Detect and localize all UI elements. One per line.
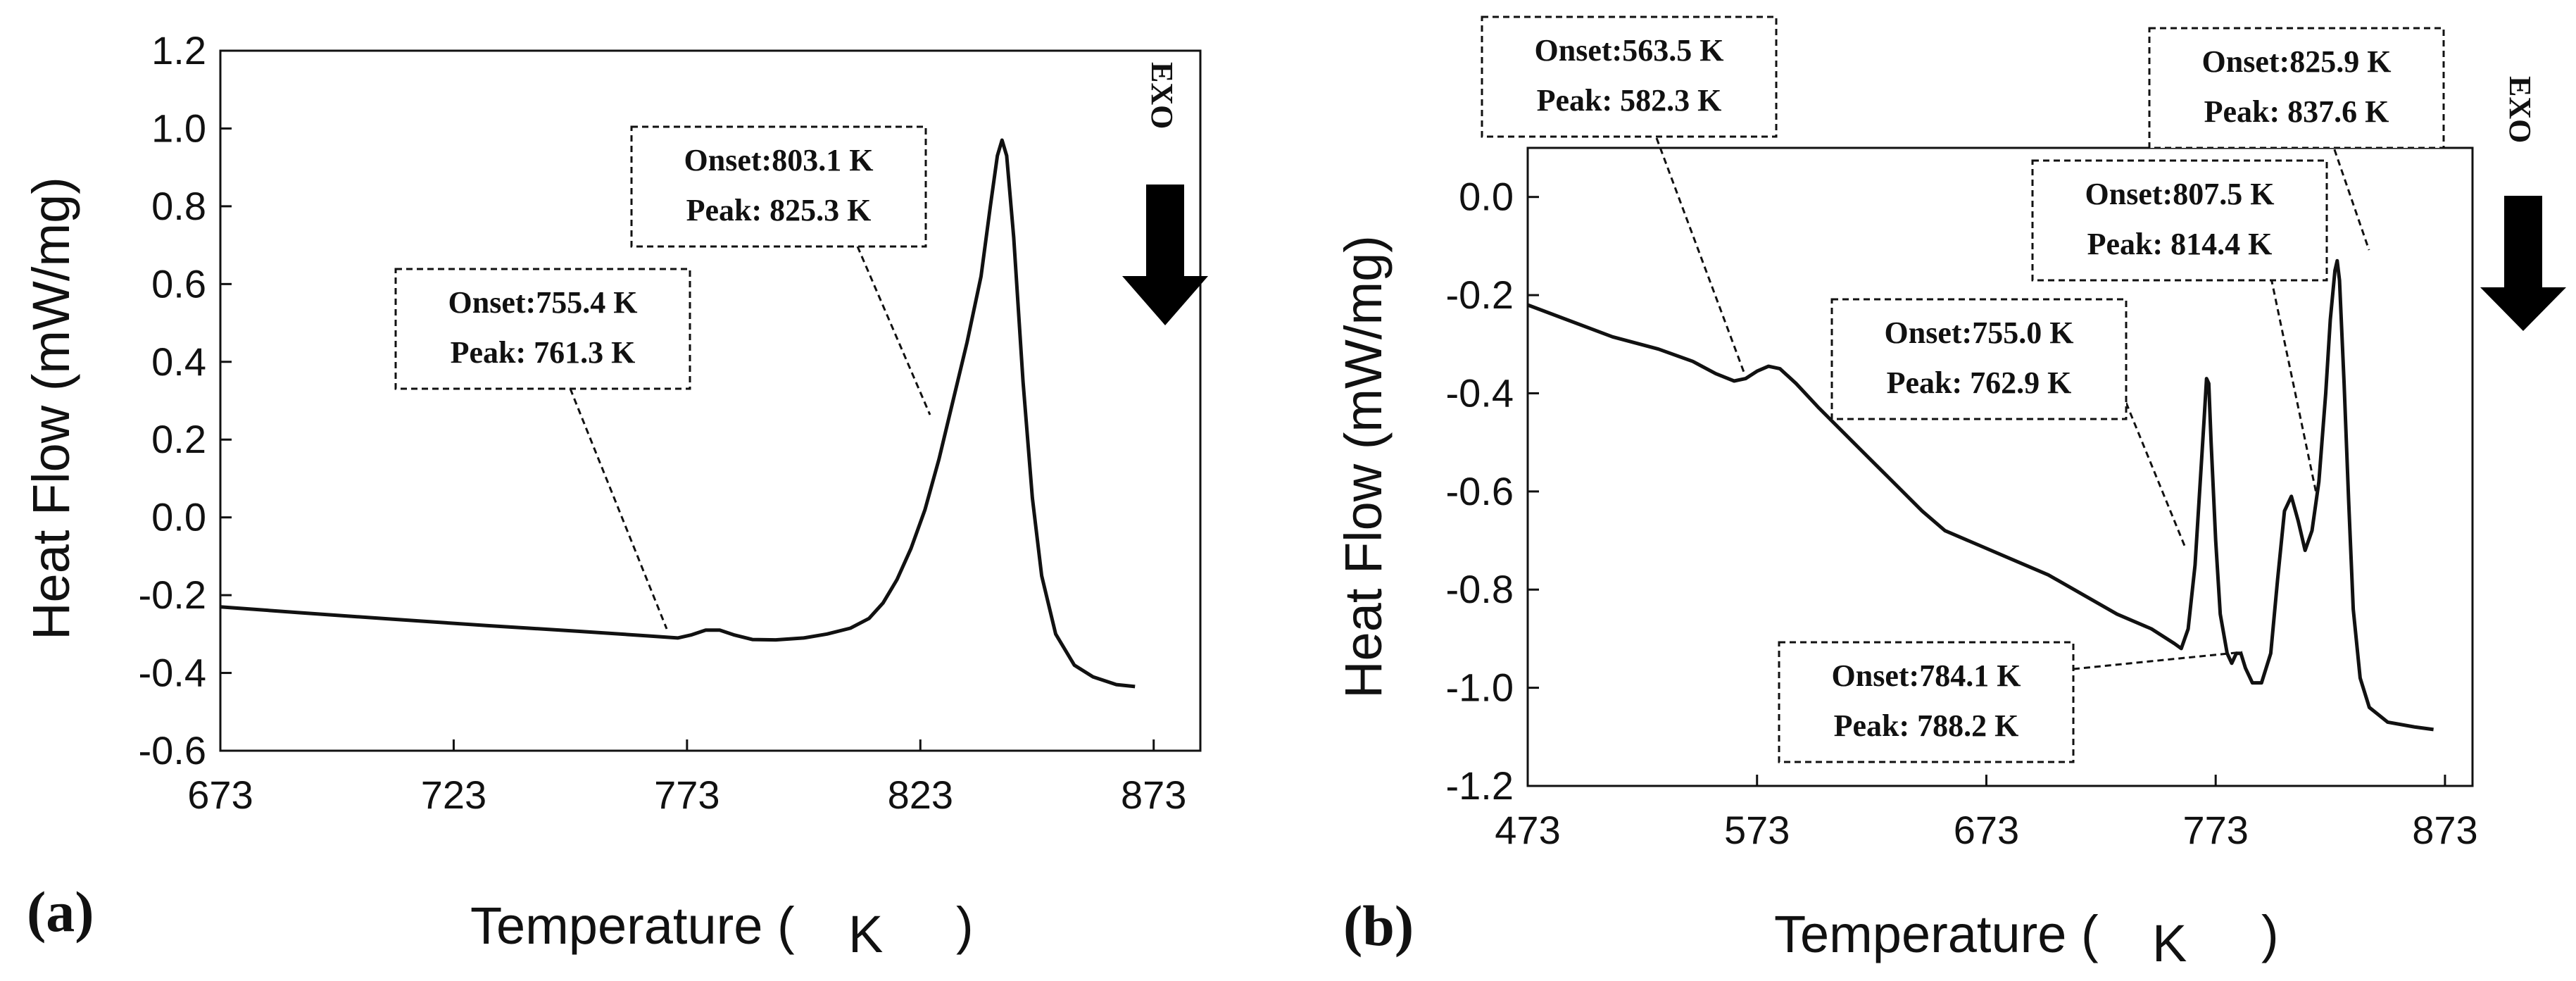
x-tick-label: 673: [187, 773, 253, 817]
panel-a-heat-flow-curve: [220, 138, 1136, 689]
y-tick-label: 0.8: [151, 184, 206, 228]
panel-a-annotation-1-onset: Onset:755.4 K: [448, 285, 638, 320]
panel-a-x-axis: 673 723 773 823 873: [187, 739, 1186, 817]
svg-text:Temperature (: Temperature (: [1774, 905, 2099, 963]
panel-b-annotation-4-peak: Peak: 814.4 K: [2087, 227, 2273, 261]
panel-b-annotation-1-onset: Onset:563.5 K: [1535, 33, 1724, 68]
panel-b-plot-frame: [1526, 146, 2474, 787]
y-tick-label: 0.4: [151, 339, 206, 384]
y-tick-label: 0.6: [151, 261, 206, 306]
panel-b-annotation-3-peak: Peak: 788.2 K: [1834, 708, 2019, 743]
panel-a-leader-2: [856, 246, 931, 415]
panel-a-leader-1: [569, 388, 668, 630]
x-tick-label: 873: [1121, 773, 1186, 817]
panel-b-annotation-1: Onset:563.5 K Peak: 582.3 K: [1481, 15, 1778, 138]
y-tick-label: 0.0: [151, 495, 206, 539]
y-tick-label: 0.2: [151, 417, 206, 461]
y-tick-label: 1.2: [151, 28, 206, 73]
x-tick-label: 723: [421, 773, 486, 817]
y-tick-label: -0.8: [1446, 567, 1514, 611]
panel-a-annotation-1-peak: Peak: 761.3 K: [451, 335, 636, 370]
svg-text:Temperature (: Temperature (: [470, 896, 795, 955]
svg-text:): ): [2261, 905, 2279, 963]
x-tick-label: 823: [888, 773, 953, 817]
panel-a-x-axis-label: Temperature ( K ): [470, 896, 974, 963]
panel-a-exo-label: EXO: [1145, 62, 1179, 129]
panel-b-leader-2: [2125, 402, 2186, 546]
panel-b-y-axis: -1.2 -1.0 -0.8 -0.6 -0.4 -0.2 0.0: [1446, 175, 1539, 808]
panel-b-annotation-5: Onset:825.9 K Peak: 837.6 K: [2148, 27, 2445, 149]
panel-b-exo-arrow-icon: [2480, 196, 2566, 331]
panel-b-annotation-1-peak: Peak: 582.3 K: [1537, 83, 1722, 118]
panel-a-annotation-2-onset: Onset:803.1 K: [684, 143, 874, 177]
svg-text:): ): [956, 896, 974, 955]
x-tick-label: 773: [654, 773, 720, 817]
panel-b-annotation-2-peak: Peak: 762.9 K: [1887, 365, 2072, 400]
y-tick-label: 1.0: [151, 106, 206, 150]
panel-b-annotation-5-onset: Onset:825.9 K: [2202, 44, 2392, 79]
panel-b-leader-3: [2073, 651, 2243, 670]
panel-a-y-axis: -0.6 -0.4 -0.2 0.0 0.2 0.4 0.6 0.8 1.0 1.2: [139, 28, 232, 773]
y-tick-label: -0.2: [139, 573, 207, 617]
panel-b-chart: -1.2 -1.0 -0.8 -0.6 -0.4 -0.2 0.0 473 573 673 773…: [1334, 15, 2566, 973]
panel-b-label: (b): [1343, 894, 1414, 958]
svg-text:K: K: [2152, 914, 2187, 973]
y-tick-label: -1.2: [1446, 763, 1514, 808]
y-tick-label: -0.6: [1446, 469, 1514, 513]
panel-a-label: (a): [27, 880, 94, 944]
x-tick-label: 773: [2182, 808, 2248, 852]
y-tick-label: -0.4: [139, 651, 207, 695]
y-tick-label: 0.0: [1459, 175, 1514, 219]
panel-a-chart: -0.6 -0.4 -0.2 0.0 0.2 0.4 0.6 0.8 1.0 1.2 673 723…: [22, 28, 1208, 963]
x-tick-label: 673: [1954, 808, 2019, 852]
x-tick-label: 473: [1495, 808, 1560, 852]
panel-b-leader-1: [1655, 137, 1746, 375]
panel-b-annotation-5-peak: Peak: 837.6 K: [2204, 94, 2389, 129]
panel-b-annotation-4-onset: Onset:807.5 K: [2085, 177, 2275, 211]
panel-b-annotation-2: Onset:755.0 K Peak: 762.9 K: [1830, 298, 2128, 420]
y-tick-label: -0.2: [1446, 273, 1514, 317]
panel-b-annotation-3: Onset:784.1 K Peak: 788.2 K: [1778, 641, 2075, 763]
panel-b-annotation-4: Onset:807.5 K Peak: 814.4 K: [2031, 159, 2328, 282]
panel-b-annotation-3-onset: Onset:784.1 K: [1832, 658, 2021, 693]
svg-text:K: K: [848, 905, 883, 963]
panel-b-exo-label: EXO: [2503, 76, 2537, 143]
x-tick-label: 573: [1724, 808, 1790, 852]
panel-b-annotation-2-onset: Onset:755.0 K: [1885, 315, 2074, 350]
panel-a-annotation-2-peak: Peak: 825.3 K: [686, 193, 872, 227]
y-tick-label: -0.4: [1446, 370, 1514, 415]
panel-b-x-axis-label: Temperature ( K ): [1774, 905, 2279, 973]
x-tick-label: 873: [2412, 808, 2477, 852]
panel-a-annotation-1: Onset:755.4 K Peak: 761.3 K: [394, 268, 691, 390]
panel-b-leader-5: [2330, 139, 2370, 251]
panel-b-y-axis-label: Heat Flow (mW/mg): [1334, 235, 1393, 699]
panel-a-exo-arrow-icon: [1122, 185, 1208, 325]
panel-b-x-axis: 473 573 673 773 873: [1495, 775, 2478, 852]
panel-a-plot-frame: [219, 49, 1202, 752]
y-tick-label: -0.6: [139, 728, 207, 773]
y-tick-label: -1.0: [1446, 666, 1514, 710]
panel-b-leader-4: [2270, 277, 2318, 497]
panel-a-y-axis-label: Heat Flow (mW/mg): [22, 177, 80, 640]
panel-a-annotation-2: Onset:803.1 K Peak: 825.3 K: [630, 125, 927, 248]
panel-b-heat-flow-curve: [1527, 258, 2434, 732]
